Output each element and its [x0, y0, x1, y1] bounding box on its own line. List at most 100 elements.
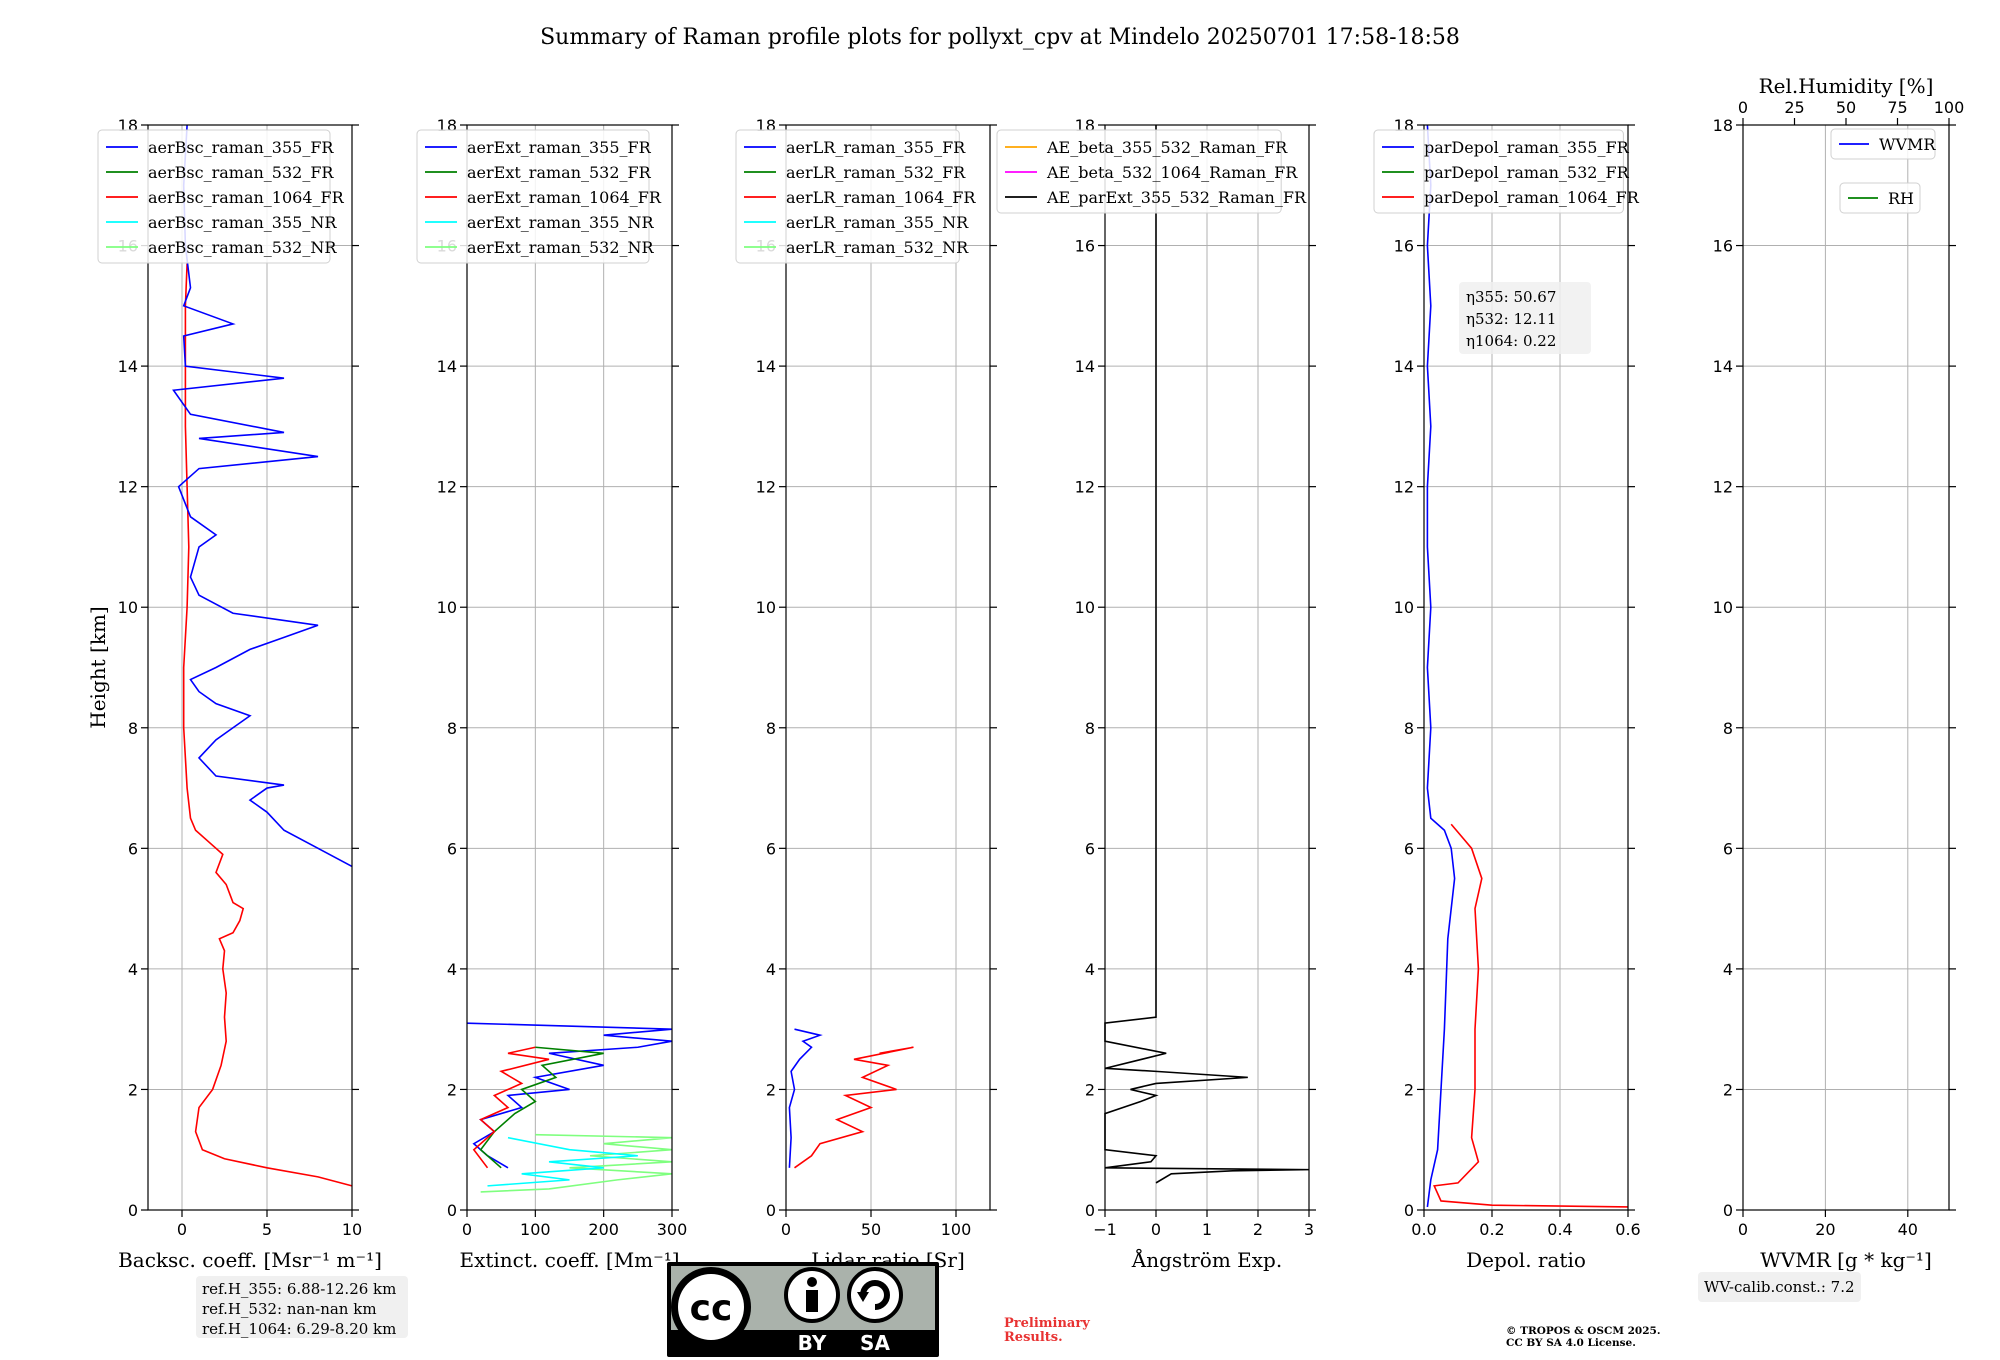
ref-height-355: ref.H_355: 6.88-12.26 km [202, 1280, 397, 1298]
x-tick-label: 300 [657, 1220, 688, 1239]
x-tick-label: 200 [588, 1220, 619, 1239]
panel-wvmr: 0 2 4 6 8 10 12 14 16 18 0 20 40 WVMR [g * kg⁻¹] 0 25 50… [1713, 74, 1965, 1272]
y-tick-label: 10 [1713, 598, 1733, 617]
top-x-tick-label: 50 [1836, 98, 1856, 117]
x-axis-label: Extinct. coeff. [Mm⁻¹] [459, 1248, 679, 1272]
chart-panels: 0246810121416180510Backsc. coeff. [Msr⁻¹… [86, 74, 1964, 1272]
y-tick-label: 16 [1394, 237, 1414, 256]
legend-entry: AE_beta_355_532_Raman_FR [1046, 138, 1288, 157]
y-tick-label: 16 [1075, 237, 1095, 256]
x-tick-label: 3 [1304, 1220, 1314, 1239]
y-tick-label: 0 [1723, 1201, 1733, 1220]
cc-logo-text: cc [690, 1288, 733, 1329]
legend-entry: AE_parExt_355_532_Raman_FR [1046, 188, 1307, 207]
axes-frame [466, 124, 673, 1211]
series-line-aerBsc_raman_355_FR [172, 124, 353, 868]
wv-calibration-box: WV-calib.const.: 7.2 [1698, 1272, 1861, 1302]
series-line-aerExt_raman_532_FR [479, 1046, 604, 1169]
x-tick-label: 2 [1253, 1220, 1263, 1239]
y-tick-label: 6 [128, 839, 138, 858]
y-tick-label: 4 [447, 960, 457, 979]
legend-entry: aerBsc_raman_355_FR [148, 138, 334, 157]
ref-height-532: ref.H_532: nan-nan km [202, 1300, 377, 1318]
panel-lidar_ratio: 024681012141618050100Lidar ratio [Sr]aer… [735, 116, 997, 1272]
y-tick-label: 6 [1085, 839, 1095, 858]
copyright-line-2: CC BY SA 4.0 License. [1506, 1337, 1636, 1349]
eta-annotation: η355: 50.67 [1466, 288, 1556, 306]
legend-entry: parDepol_raman_1064_FR [1424, 188, 1640, 207]
legend-entry: WVMR [1879, 135, 1936, 154]
copyright-note: © TROPOS & OSCM 2025. CC BY SA 4.0 Licen… [1506, 1325, 1661, 1349]
y-tick-label: 0 [1085, 1201, 1095, 1220]
x-tick-label: 0 [1738, 1220, 1748, 1239]
y-tick-label: 0 [128, 1201, 138, 1220]
x-axis-label: Depol. ratio [1466, 1248, 1586, 1272]
x-tick-label: 1 [1202, 1220, 1212, 1239]
y-tick-label: 4 [1404, 960, 1414, 979]
x-tick-label: 0.4 [1547, 1220, 1572, 1239]
panel-extinction: 0246810121416180100200300Extinct. coeff.… [416, 116, 688, 1272]
legend-entry: aerExt_raman_1064_FR [467, 188, 662, 207]
series-line-aerExt_raman_355_NR [487, 1136, 638, 1187]
series-line-parDepol_raman_1064_FR [1433, 823, 1629, 1208]
series-line-aerBsc_raman_1064_FR [182, 263, 353, 1187]
legend-box [1839, 182, 1921, 214]
series-line-aerExt_raman_355_FR [466, 1022, 673, 1169]
y-tick-label: 12 [1394, 478, 1414, 497]
preliminary-line-2: Results. [1004, 1330, 1063, 1345]
panel-backscatter: 0246810121416180510Backsc. coeff. [Msr⁻¹… [86, 116, 382, 1272]
legend-entry: aerLR_raman_532_NR [786, 238, 969, 257]
x-axis-label: WVMR [g * kg⁻¹] [1760, 1248, 1932, 1272]
legend-entry: aerLR_raman_1064_FR [786, 188, 976, 207]
x-tick-label: 0 [177, 1220, 187, 1239]
y-tick-label: 18 [1713, 116, 1733, 135]
legend-entry: RH [1888, 189, 1914, 208]
x-tick-label: 0.0 [1411, 1220, 1436, 1239]
x-tick-label: 20 [1815, 1220, 1835, 1239]
series-line-aerLR_raman_355_FR [788, 1028, 823, 1168]
x-axis-label: Backsc. coeff. [Msr⁻¹ m⁻¹] [118, 1248, 382, 1272]
eta-box [1459, 282, 1591, 354]
y-tick-label: 2 [447, 1080, 457, 1099]
y-tick-label: 0 [766, 1201, 776, 1220]
x-tick-label: 0 [781, 1220, 791, 1239]
legend-box [416, 129, 650, 264]
legend-entry: parDepol_raman_532_FR [1424, 163, 1630, 182]
legend-entry: aerExt_raman_355_FR [467, 138, 652, 157]
y-tick-label: 0 [447, 1201, 457, 1220]
y-tick-label: 16 [1713, 237, 1733, 256]
x-tick-label: 10 [342, 1220, 362, 1239]
legend-box [1830, 128, 1936, 160]
y-tick-label: 14 [1075, 357, 1095, 376]
x-tick-label: 0.2 [1479, 1220, 1504, 1239]
legend-box [1373, 129, 1624, 214]
legend-entry: aerExt_raman_532_NR [467, 238, 655, 257]
y-tick-label: 2 [1404, 1080, 1414, 1099]
x-tick-label: −1 [1093, 1220, 1117, 1239]
preliminary-note: Preliminary Results. [1004, 1317, 1090, 1345]
y-tick-label: 14 [756, 357, 776, 376]
y-tick-label: 6 [766, 839, 776, 858]
y-tick-label: 10 [118, 598, 138, 617]
y-tick-label: 8 [128, 719, 138, 738]
figure-title: Summary of Raman profile plots for polly… [540, 25, 1460, 50]
x-tick-label: 0.6 [1615, 1220, 1640, 1239]
legend-entry: aerBsc_raman_1064_FR [148, 188, 345, 207]
y-axis-label: Height [km] [86, 606, 110, 728]
reference-height-box: ref.H_355: 6.88-12.26 km ref.H_532: nan-… [196, 1276, 408, 1338]
x-tick-label: 0 [1151, 1220, 1161, 1239]
x-tick-label: 50 [861, 1220, 881, 1239]
y-tick-label: 14 [1394, 357, 1414, 376]
eta-annotation: η1064: 0.22 [1466, 332, 1556, 350]
y-tick-label: 4 [1723, 960, 1733, 979]
y-tick-label: 4 [128, 960, 138, 979]
y-tick-label: 14 [1713, 357, 1733, 376]
series-line-aerLR_raman_1064_FR [794, 1046, 914, 1169]
legend-box [97, 129, 331, 264]
series-line-parDepol_raman_355_FR [1426, 124, 1456, 1208]
legend-box [735, 129, 960, 264]
top-x-tick-label: 0 [1738, 98, 1748, 117]
legend-entry: parDepol_raman_355_FR [1424, 138, 1630, 157]
legend-entry: AE_beta_532_1064_Raman_FR [1046, 163, 1298, 182]
copyright-line-1: © TROPOS & OSCM 2025. [1506, 1325, 1661, 1337]
